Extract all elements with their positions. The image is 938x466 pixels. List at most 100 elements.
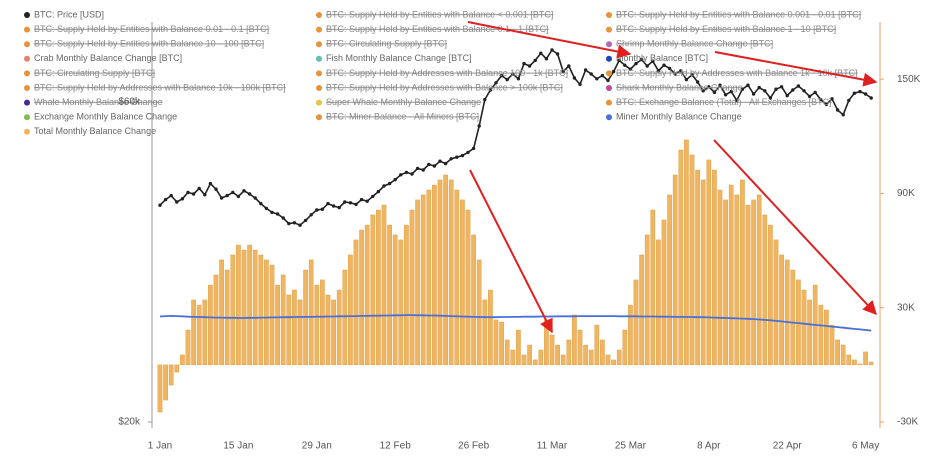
- legend-swatch: [24, 99, 30, 106]
- point: [477, 124, 481, 128]
- arrow: [714, 51, 878, 87]
- bar: [846, 354, 852, 366]
- bar: [616, 349, 622, 366]
- bar: [712, 169, 717, 366]
- point: [180, 197, 185, 201]
- point: [393, 177, 397, 182]
- bar: [471, 234, 476, 366]
- bar: [499, 321, 504, 366]
- point: [175, 200, 179, 204]
- bar: [342, 269, 348, 366]
- bar: [807, 299, 812, 366]
- point: [247, 192, 252, 196]
- point: [858, 89, 862, 94]
- point: [303, 218, 308, 223]
- bar: [163, 364, 168, 401]
- bar: [544, 319, 549, 366]
- bar: [331, 299, 336, 366]
- x-tick-label: 22 Apr: [773, 441, 803, 452]
- bar: [756, 194, 762, 366]
- legend-label: Total Monthly Balance Change: [34, 126, 156, 136]
- x-tick-label: 6 May: [852, 441, 879, 452]
- point: [796, 84, 801, 88]
- point: [494, 81, 498, 85]
- point: [852, 91, 857, 95]
- bar: [835, 339, 840, 366]
- point: [516, 77, 521, 81]
- point: [438, 159, 442, 163]
- point: [163, 197, 168, 202]
- bar: [208, 284, 213, 366]
- point: [679, 69, 683, 73]
- bar: [840, 344, 846, 366]
- arrow: [713, 139, 877, 316]
- bar: [202, 299, 208, 366]
- bar: [628, 304, 633, 366]
- bar: [779, 254, 784, 366]
- bar: [482, 299, 488, 366]
- point: [443, 161, 448, 166]
- legend-swatch: [316, 26, 322, 33]
- point: [673, 72, 677, 76]
- point: [186, 190, 190, 195]
- legend-label: Whale Monthly Balance Change: [34, 97, 163, 107]
- legend-swatch: [316, 114, 322, 121]
- point: [488, 88, 493, 92]
- bar: [633, 279, 639, 366]
- bar: [784, 259, 790, 366]
- bar: [801, 289, 807, 366]
- bar: [426, 189, 432, 366]
- legend-label: BTC: Circulating Supply [BTC]: [34, 68, 155, 78]
- point: [298, 223, 302, 227]
- legend-swatch: [606, 26, 612, 33]
- legend-label: Monthly Balance [BTC]: [616, 53, 708, 63]
- point: [712, 90, 717, 95]
- point: [785, 93, 789, 98]
- plot-area: [157, 48, 874, 413]
- bar: [264, 259, 269, 366]
- legend-swatch: [316, 99, 322, 106]
- legend-swatch: [606, 12, 612, 18]
- bar: [824, 309, 829, 366]
- bar: [247, 244, 252, 366]
- point: [522, 61, 526, 66]
- bar: [488, 289, 493, 366]
- bar: [661, 219, 667, 366]
- bar: [308, 259, 314, 366]
- bar: [476, 259, 482, 366]
- x-tick-label: 26 Feb: [458, 441, 490, 452]
- point: [735, 98, 739, 103]
- bar: [280, 274, 286, 366]
- point: [651, 59, 655, 63]
- legend-swatch: [606, 41, 612, 48]
- point: [292, 221, 297, 225]
- bar: [532, 359, 538, 366]
- bar: [868, 361, 874, 366]
- bar: [684, 139, 689, 366]
- legend-swatch: [24, 41, 30, 48]
- point: [253, 196, 257, 200]
- legend-label: Crab Monthly Balance Change [BTC]: [34, 53, 182, 63]
- legend-swatch: [24, 85, 30, 91]
- bar: [695, 169, 700, 366]
- legend-swatch: [24, 55, 30, 62]
- point: [757, 85, 761, 90]
- bar: [723, 199, 728, 366]
- bar: [857, 363, 863, 366]
- bar: [353, 239, 359, 366]
- legend-swatch: [606, 55, 612, 62]
- bar: [465, 209, 471, 366]
- point: [819, 97, 823, 102]
- bar: [583, 344, 588, 366]
- bar: [269, 264, 275, 366]
- bar: [420, 194, 426, 366]
- point: [690, 73, 694, 77]
- bar: [258, 254, 264, 366]
- point: [191, 192, 196, 196]
- point: [824, 102, 829, 107]
- bar: [572, 314, 577, 366]
- bar: [174, 364, 180, 373]
- bar: [644, 234, 650, 366]
- bar: [717, 189, 723, 366]
- x-tick-label: 8 Apr: [697, 441, 721, 452]
